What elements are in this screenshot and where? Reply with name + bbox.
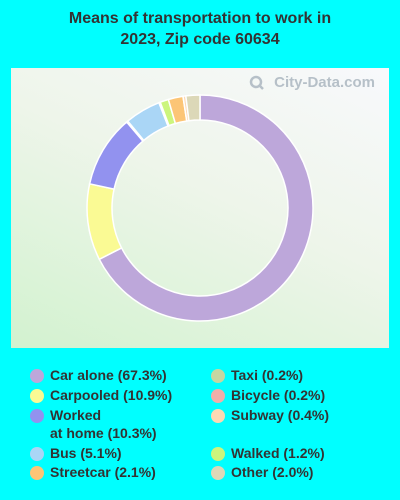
donut-slice-other — [184, 94, 201, 122]
legend-swatch-bus — [30, 447, 44, 461]
legend-swatch-subway — [211, 409, 225, 423]
donut-slice-car-alone — [98, 94, 314, 322]
plot-area: City-Data.com — [11, 68, 389, 348]
legend-label-subway: Subway (0.4%) — [231, 407, 330, 423]
chart-title: Means of transportation to work in 2023,… — [0, 8, 400, 50]
legend: Car alone (67.3%) Carpooled (10.9%) Work… — [0, 366, 400, 496]
legend-swatch-carpooled — [30, 389, 44, 403]
donut-slice-carpooled — [86, 182, 123, 261]
chart-title-line-2: 2023, Zip code 60634 — [120, 31, 280, 48]
chart-title-line-1: Means of transportation to work in — [68, 10, 332, 27]
legend-label-streetcar: Streetcar (2.1%) — [50, 464, 156, 480]
legend-swatch-streetcar — [30, 466, 44, 480]
legend-label-walked: Walked (1.2%) — [231, 445, 325, 461]
watermark-text: City-Data.com — [274, 74, 375, 91]
legend-label-worked-at-home-line-2: at home (10.3%) — [50, 425, 157, 441]
legend-label-other: Other (2.0%) — [231, 464, 314, 480]
legend-label-worked-at-home-line-1: Worked — [50, 407, 102, 423]
legend-label-car-alone: Car alone (67.3%) — [50, 367, 167, 383]
legend-label-taxi: Taxi (0.2%) — [231, 367, 304, 383]
legend-swatch-taxi — [211, 369, 225, 383]
magnifier-icon — [249, 75, 265, 90]
legend-label-carpooled: Carpooled (10.9%) — [50, 387, 173, 403]
legend-swatch-worked-at-home — [30, 409, 44, 423]
legend-swatch-bicycle — [211, 389, 225, 403]
legend-label-bicycle: Bicycle (0.2%) — [231, 387, 326, 403]
legend-swatch-other — [211, 466, 225, 480]
legend-label-bus: Bus (5.1%) — [50, 445, 122, 461]
legend-swatch-walked — [211, 447, 225, 461]
watermark: City-Data.com — [248, 74, 375, 91]
legend-swatch-car-alone — [30, 369, 44, 383]
donut-chart — [86, 94, 314, 322]
